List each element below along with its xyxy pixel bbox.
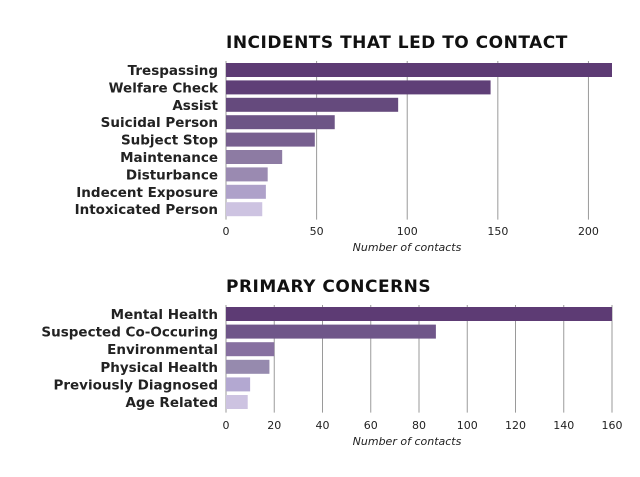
- category-label: Suicidal Person: [101, 115, 218, 131]
- x-tick-label: 160: [602, 419, 623, 432]
- x-tick-label: 0: [223, 225, 230, 238]
- chart-title: PRIMARY CONCERNS: [226, 277, 431, 297]
- x-tick-label: 100: [397, 225, 418, 238]
- bar-maintenance: [226, 150, 283, 164]
- bar-indecent-exposure: [226, 184, 266, 199]
- category-label: Disturbance: [126, 167, 218, 183]
- bar-suicidal-person: [226, 115, 335, 130]
- category-label: Mental Health: [111, 307, 218, 323]
- bar-intoxicated-person: [226, 202, 263, 217]
- category-label: Previously Diagnosed: [53, 377, 218, 393]
- x-tick-label: 60: [364, 419, 378, 432]
- x-tick-label: 80: [412, 419, 426, 432]
- x-axis-title: Number of contacts: [353, 435, 462, 448]
- bar-suspected-co-occuring: [226, 324, 436, 339]
- x-tick-label: 100: [457, 419, 478, 432]
- bar-environmental: [226, 342, 275, 357]
- x-axis-title: Number of contacts: [353, 241, 462, 254]
- category-label: Indecent Exposure: [76, 185, 218, 201]
- bar-welfare-check: [226, 80, 491, 95]
- x-tick-label: 120: [505, 419, 526, 432]
- bar-disturbance: [226, 167, 268, 182]
- category-label: Maintenance: [120, 150, 218, 166]
- category-label: Physical Health: [100, 360, 218, 376]
- category-label: Trespassing: [128, 63, 218, 79]
- x-tick-label: 50: [310, 225, 324, 238]
- bar-assist: [226, 97, 399, 112]
- bar-subject-stop: [226, 132, 315, 147]
- category-label: Intoxicated Person: [75, 202, 218, 218]
- category-label: Assist: [172, 98, 218, 114]
- bar-previously-diagnosed: [226, 377, 251, 392]
- bar-physical-health: [226, 359, 270, 374]
- category-label: Age Related: [125, 395, 218, 411]
- bar-trespassing: [226, 63, 612, 77]
- bar-age-related: [226, 395, 248, 409]
- chart-title: INCIDENTS THAT LED TO CONTACT: [226, 33, 568, 53]
- x-tick-label: 40: [316, 419, 330, 432]
- x-tick-label: 200: [578, 225, 599, 238]
- bar-mental-health: [226, 307, 612, 321]
- x-tick-label: 150: [487, 225, 508, 238]
- category-label: Welfare Check: [109, 80, 219, 96]
- x-tick-label: 140: [553, 419, 574, 432]
- category-label: Subject Stop: [121, 133, 218, 149]
- category-label: Suspected Co-Occuring: [41, 325, 218, 341]
- x-tick-label: 0: [223, 419, 230, 432]
- category-label: Environmental: [107, 342, 218, 358]
- x-tick-label: 20: [267, 419, 281, 432]
